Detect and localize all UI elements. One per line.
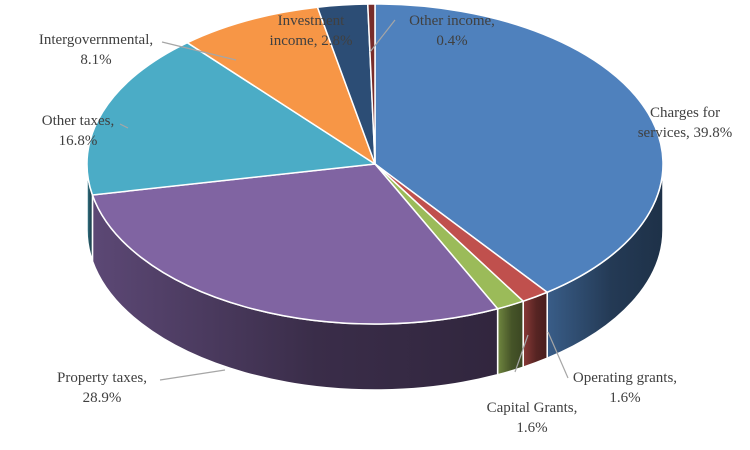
leader-lines bbox=[119, 19, 569, 381]
data-label-investment-income: Investment income, 2.8% bbox=[270, 13, 353, 49]
data-label-capital-grants: Capital Grants, 1.6% bbox=[487, 400, 578, 436]
slice-other-taxes bbox=[86, 41, 378, 196]
slice-property-taxes bbox=[91, 163, 499, 325]
data-label-operating-grants: Operating grants, 1.6% bbox=[573, 370, 677, 406]
slice-side-capital-grants bbox=[496, 300, 524, 376]
slice-intergovernmental bbox=[185, 6, 377, 166]
leader-line-property-taxes bbox=[159, 369, 226, 381]
slice-side-operating-grants bbox=[522, 291, 548, 369]
slice-charges-for-services bbox=[374, 3, 664, 294]
leader-line-operating-grants bbox=[547, 331, 569, 379]
data-label-intergovernmental: Intergovernmental, 8.1% bbox=[39, 32, 153, 68]
data-label-other-taxes: Other taxes, 16.8% bbox=[42, 113, 114, 149]
leader-line-intergovernmental bbox=[161, 41, 237, 61]
leader-line-other-taxes bbox=[119, 123, 129, 129]
data-label-other-income: Other income, 0.4% bbox=[409, 13, 495, 49]
pie-top-faces bbox=[86, 3, 664, 325]
data-label-charges-for-services: Charges for services, 39.8% bbox=[638, 105, 733, 141]
data-label-property-taxes: Property taxes, 28.9% bbox=[57, 370, 147, 406]
leader-line-other-income bbox=[369, 19, 396, 53]
leader-line-capital-grants bbox=[514, 334, 529, 373]
data-labels: Charges for services, 39.8% Operating gran… bbox=[39, 13, 732, 436]
slice-other-income bbox=[366, 3, 376, 165]
